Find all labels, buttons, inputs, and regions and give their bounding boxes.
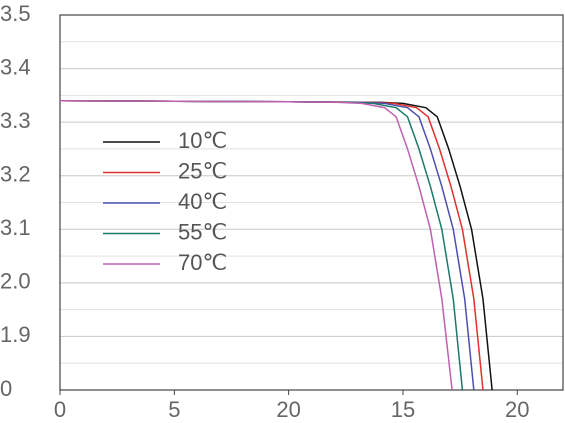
- y-tick-label: 3.1: [0, 215, 31, 240]
- y-tick-label: 3.5: [0, 1, 31, 26]
- x-tick-label: 20: [505, 397, 529, 422]
- line-series: [59, 99, 453, 391]
- x-tick-label: 20: [276, 397, 300, 422]
- line-series: [59, 99, 475, 391]
- x-tick-label: 0: [54, 397, 66, 422]
- legend-label: 25℃: [178, 158, 227, 183]
- x-tick-label: 15: [391, 397, 415, 422]
- legend-label: 55℃: [178, 219, 227, 244]
- plot-frame: [59, 14, 564, 391]
- y-tick-label: 0: [0, 376, 12, 401]
- y-tick-label: 1.9: [0, 322, 31, 347]
- legend-label: 70℃: [178, 250, 227, 275]
- y-tick-label: 3.2: [0, 162, 31, 187]
- x-tick-label: 5: [168, 397, 180, 422]
- y-tick-label: 2.0: [0, 269, 31, 294]
- legend-label: 10℃: [178, 128, 227, 153]
- y-tick-label: 3.3: [0, 108, 31, 133]
- line-series: [59, 99, 464, 391]
- legend-label: 40℃: [178, 189, 227, 214]
- line-series: [59, 99, 484, 391]
- y-tick-label: 3.4: [0, 54, 31, 79]
- line-series: [59, 99, 493, 391]
